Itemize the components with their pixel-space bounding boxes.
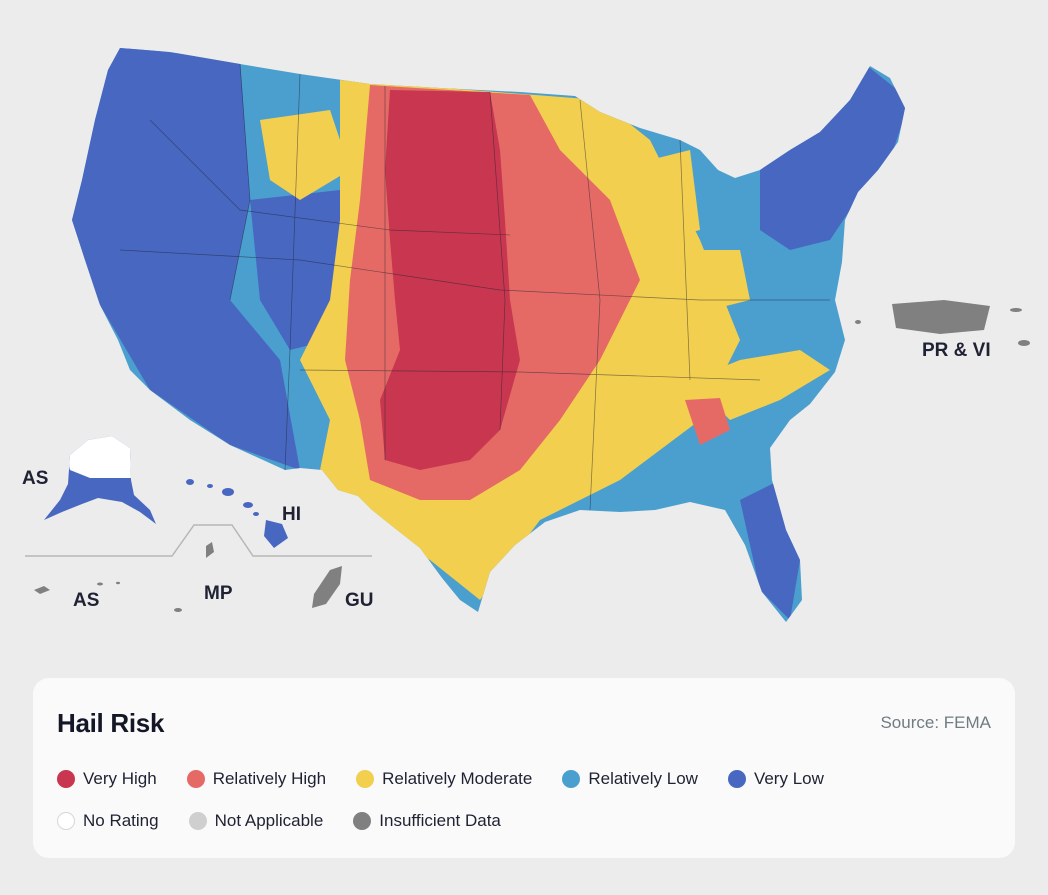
legend-label-relatively-moderate: Relatively Moderate bbox=[382, 769, 533, 788]
legend-card: Hail Risk Source: FEMA Very High Relativ… bbox=[33, 678, 1015, 858]
label-northern-mariana: MP bbox=[204, 583, 233, 604]
zone-michigan-moderate bbox=[650, 150, 700, 240]
legend-label-relatively-high: Relatively High bbox=[212, 769, 327, 788]
zone-northeast-very-low bbox=[760, 60, 905, 250]
zone-montana-moderate bbox=[260, 110, 350, 200]
swatch-relatively-high-icon bbox=[186, 770, 205, 788]
swatch-relatively-moderate-icon bbox=[356, 770, 375, 788]
label-alaska: AS bbox=[22, 468, 48, 489]
legend-item-no-rating: No Rating bbox=[57, 811, 159, 831]
legend-label-insufficient-data: Insufficient Data bbox=[379, 811, 501, 830]
zone-very-high-core bbox=[380, 90, 520, 470]
legend-row-ratings: Very High Relatively High Relatively Mod… bbox=[57, 769, 854, 789]
mariana-shape bbox=[206, 542, 214, 558]
source-attribution: Source: FEMA bbox=[880, 713, 991, 732]
legend-label-relatively-low: Relatively Low bbox=[588, 769, 698, 788]
swatch-no-rating-icon bbox=[57, 812, 75, 830]
legend-item-very-high: Very High bbox=[57, 769, 157, 789]
state-boundaries bbox=[119, 63, 830, 511]
guam-shape bbox=[312, 566, 342, 608]
swatch-insufficient-data-icon bbox=[353, 812, 372, 830]
legend-label-not-applicable: Not Applicable bbox=[214, 811, 324, 830]
zone-ohio-moderate bbox=[700, 250, 750, 310]
american-samoa-shape bbox=[34, 586, 50, 594]
legend-item-insufficient-data: Insufficient Data bbox=[353, 811, 501, 831]
label-american-samoa: AS bbox=[73, 590, 99, 611]
legend-label-no-rating: No Rating bbox=[83, 811, 159, 830]
swatch-very-high-icon bbox=[57, 770, 75, 788]
zone-georgia-high bbox=[685, 398, 730, 445]
conus-region bbox=[72, 48, 905, 622]
swatch-not-applicable-icon bbox=[188, 812, 207, 830]
territories bbox=[34, 300, 1030, 612]
inset-divider bbox=[25, 524, 372, 557]
alaska-region bbox=[44, 436, 156, 524]
hawaii-islands bbox=[186, 479, 288, 548]
legend-item-not-applicable: Not Applicable bbox=[188, 811, 324, 831]
legend-title: Hail Risk bbox=[57, 708, 165, 738]
legend-item-relatively-low: Relatively Low bbox=[562, 769, 698, 789]
hail-risk-map: AS HI AS MP GU PR & VI bbox=[22, 48, 1030, 622]
swatch-very-low-icon bbox=[727, 770, 746, 788]
legend-item-very-low: Very Low bbox=[727, 769, 824, 789]
zone-southeast-moderate bbox=[690, 350, 830, 420]
puerto-rico-shape bbox=[892, 300, 990, 334]
swatch-relatively-low-icon bbox=[562, 770, 581, 788]
legend-label-very-low: Very Low bbox=[753, 769, 824, 788]
legend-label-very-high: Very High bbox=[83, 769, 157, 788]
label-hawaii: HI bbox=[282, 504, 301, 525]
legend-item-relatively-high: Relatively High bbox=[186, 769, 327, 789]
label-guam: GU bbox=[345, 590, 374, 611]
zone-west-very-low bbox=[72, 48, 300, 470]
legend-item-relatively-moderate: Relatively Moderate bbox=[356, 769, 532, 789]
label-puerto-rico-vi: PR & VI bbox=[922, 340, 991, 361]
legend-row-other: No Rating Not Applicable Insufficient Da… bbox=[57, 811, 531, 831]
